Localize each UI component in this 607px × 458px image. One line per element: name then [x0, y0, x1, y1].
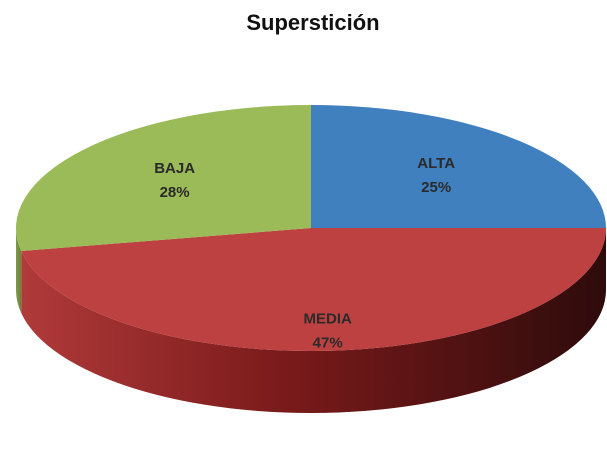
slice-value-label: 47%: [313, 334, 343, 351]
slice-side: [16, 228, 22, 314]
slice-value-label: 25%: [421, 179, 451, 196]
slice-value-label: 28%: [160, 184, 190, 201]
chart-title: Superstición: [246, 10, 379, 35]
slice-side: [21, 228, 606, 414]
slice-label: ALTA: [417, 155, 455, 172]
slice-label: BAJA: [154, 160, 195, 177]
slice: [311, 105, 606, 228]
slice-label: MEDIA: [303, 310, 352, 327]
slice: [15, 104, 311, 252]
slice: [21, 228, 606, 352]
